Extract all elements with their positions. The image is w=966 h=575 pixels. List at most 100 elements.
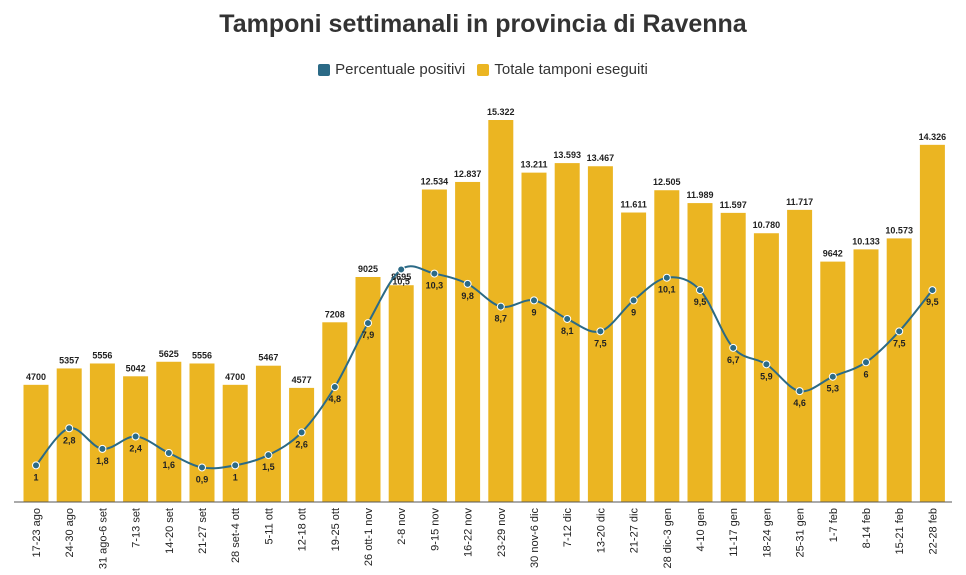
bar-value-label: 4700 (225, 372, 245, 382)
positivi-point (330, 383, 339, 391)
positivi-value-label: 0,9 (196, 474, 209, 484)
x-tick-label: 28 dic-3 gen (662, 508, 674, 569)
bar (787, 209, 813, 502)
bar (89, 363, 115, 502)
positivi-value-label: 10,5 (392, 276, 410, 286)
positivi-value-label: 9 (531, 307, 536, 317)
positivi-point (928, 286, 937, 295)
bar (919, 144, 945, 503)
bar (886, 238, 912, 503)
positivi-point (65, 424, 74, 433)
positivi-point (198, 463, 206, 472)
x-tick-label: 9-15 nov (429, 508, 441, 551)
positivi-point (297, 428, 306, 437)
x-tick-label: 1-7 feb (828, 508, 840, 542)
positivi-value-label: 4,8 (329, 394, 342, 404)
positivi-point (98, 444, 107, 453)
bar-value-label: 4577 (292, 375, 312, 385)
positivi-value-label: 6 (863, 369, 868, 379)
positivi-point (430, 269, 439, 278)
positivi-value-label: 1,5 (262, 462, 275, 472)
x-tick-label: 31 ago-6 set (97, 508, 109, 569)
legend-label-positivi: Percentuale positivi (335, 61, 466, 78)
x-tick-label: 24-30 ago (64, 508, 76, 558)
legend: Percentuale positivi Totale tamponi eseg… (0, 61, 966, 80)
x-tick-label: 12-18 ott (297, 508, 309, 551)
positivi-point (895, 327, 904, 336)
bar (654, 190, 680, 503)
positivi-value-label: 2,4 (129, 444, 142, 454)
positivi-value-label: 9,8 (461, 291, 474, 301)
bar (455, 181, 481, 502)
bar-value-label: 11.989 (686, 190, 713, 200)
bar-value-label: 10.573 (885, 225, 913, 235)
x-tick-label: 23-29 nov (496, 508, 508, 557)
bar (687, 203, 713, 502)
positivi-point (496, 302, 505, 311)
positivi-value-label: 6,7 (727, 355, 740, 365)
x-tick-label: 14-20 set (164, 508, 176, 554)
bar (488, 120, 514, 502)
x-tick-label: 21-27 dic (629, 508, 641, 554)
positivi-value-label: 10,1 (658, 285, 676, 295)
positivi-value-label: 5,3 (827, 384, 840, 394)
legend-item-positivi[interactable]: Percentuale positivi (318, 61, 465, 78)
bar-value-label: 13.593 (553, 150, 581, 160)
legend-swatch-positivi (318, 63, 331, 76)
positivi-point (629, 296, 638, 305)
bar (289, 387, 315, 502)
bar-value-label: 4700 (26, 372, 46, 382)
bar-value-label: 12.837 (454, 169, 482, 179)
positivi-point (397, 265, 406, 274)
bar (189, 363, 215, 502)
x-tick-label: 11-17 gen (728, 508, 740, 557)
x-tick-label: 7-12 dic (562, 508, 574, 548)
positivi-point (231, 461, 240, 470)
x-tick-label: 4-10 gen (695, 508, 707, 551)
positivi-point (463, 279, 472, 288)
bar-value-label: 11.717 (786, 197, 813, 207)
bar (554, 163, 580, 502)
legend-item-tamponi[interactable]: Totale tamponi eseguiti (477, 61, 648, 78)
bar-value-label: 12.534 (421, 177, 449, 187)
positivi-value-label: 1 (233, 472, 238, 482)
bar-value-label: 5467 (258, 353, 278, 363)
x-tick-label: 21-27 set (197, 508, 209, 554)
x-tick-label: 16-22 nov (463, 508, 475, 557)
positivi-point (131, 432, 140, 441)
bar-value-label: 10.133 (852, 236, 880, 246)
positivi-point (164, 449, 173, 457)
positivi-value-label: 10,3 (426, 281, 444, 291)
bar-value-label: 5042 (126, 363, 146, 373)
bar (720, 212, 746, 502)
positivi-point (828, 372, 837, 381)
positivi-point (596, 327, 605, 336)
bar-value-label: 13.211 (520, 160, 547, 170)
x-tick-label: 25-31 gen (795, 508, 807, 558)
positivi-value-label: 9 (631, 307, 636, 317)
x-tick-label: 17-23 ago (31, 508, 43, 558)
x-tick-label: 8-14 feb (861, 508, 873, 548)
positivi-point (762, 360, 771, 369)
x-tick-label: 5-11 ott (263, 508, 275, 545)
x-tick-label: 7-13 set (131, 508, 143, 548)
x-tick-label: 30 nov-6 dic (529, 508, 541, 568)
bar-value-label: 7208 (325, 309, 345, 319)
positivi-point (32, 461, 40, 470)
positivi-value-label: 1 (33, 472, 38, 482)
bar-value-label: 5625 (159, 349, 179, 359)
positivi-value-label: 4,6 (793, 398, 806, 408)
positivi-value-label: 9,5 (926, 297, 939, 307)
positivi-value-label: 1,8 (96, 456, 109, 466)
positivi-point (795, 387, 804, 396)
bar-value-label: 15.322 (487, 107, 515, 117)
bar-value-label: 11.597 (720, 200, 747, 210)
bar-value-label: 11.611 (620, 200, 647, 210)
chart-title: Tamponi settimanali in provincia di Rave… (219, 10, 747, 38)
positivi-point (563, 314, 572, 323)
bar (388, 285, 414, 502)
positivi-value-label: 9,5 (694, 297, 707, 307)
positivi-point (662, 273, 671, 282)
bar (156, 361, 182, 502)
